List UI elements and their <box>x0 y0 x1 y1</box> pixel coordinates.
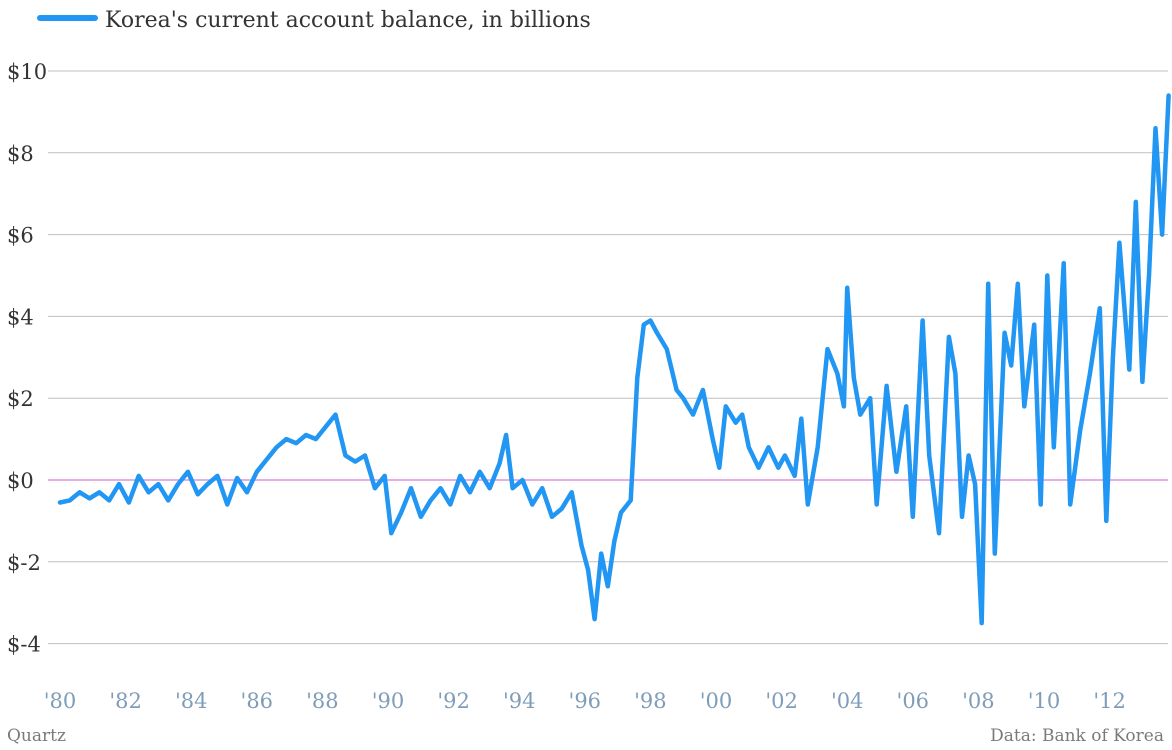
x-tick-label: '00 <box>700 689 733 713</box>
y-tick-label: $0 <box>7 469 34 493</box>
y-tick-label: $-2 <box>7 551 41 575</box>
x-tick-label: '98 <box>634 689 667 713</box>
source-right: Data: Bank of Korea <box>990 726 1164 746</box>
x-tick-label: '82 <box>109 689 142 713</box>
y-axis-ticks: $10 $8 $6 $4 $2 $0 $-2 $-4 <box>7 60 47 657</box>
x-tick-label: '02 <box>765 689 798 713</box>
x-tick-label: '88 <box>306 689 339 713</box>
x-tick-label: '92 <box>437 689 470 713</box>
x-tick-label: '84 <box>175 689 208 713</box>
y-tick-label: $2 <box>7 387 34 411</box>
x-axis-ticks: '80 '82 '84 '86 '88 '90 '92 '94 '96 '98 '00 '02 '04 '… <box>44 689 1126 713</box>
x-tick-label: '12 <box>1093 689 1126 713</box>
y-tick-label: $6 <box>7 224 34 248</box>
series-line-current-account <box>57 93 1171 626</box>
grid-lines <box>48 70 1168 645</box>
x-tick-label: '80 <box>44 689 77 713</box>
x-tick-label: '96 <box>569 689 602 713</box>
x-tick-label: '86 <box>241 689 274 713</box>
legend: Korea's current account balance, in bill… <box>37 8 591 33</box>
y-tick-label: $4 <box>7 305 34 329</box>
x-tick-label: '94 <box>503 689 536 713</box>
x-tick-label: '06 <box>897 689 930 713</box>
y-tick-label: $-4 <box>7 633 41 657</box>
source-left: Quartz <box>7 726 66 746</box>
series-lines <box>57 93 1171 626</box>
y-tick-label: $8 <box>7 142 34 166</box>
x-tick-label: '10 <box>1028 689 1061 713</box>
legend-label: Korea's current account balance, in bill… <box>105 8 591 33</box>
x-tick-label: '90 <box>372 689 405 713</box>
x-tick-label: '08 <box>962 689 995 713</box>
x-tick-label: '04 <box>831 689 864 713</box>
y-tick-label: $10 <box>7 60 47 84</box>
